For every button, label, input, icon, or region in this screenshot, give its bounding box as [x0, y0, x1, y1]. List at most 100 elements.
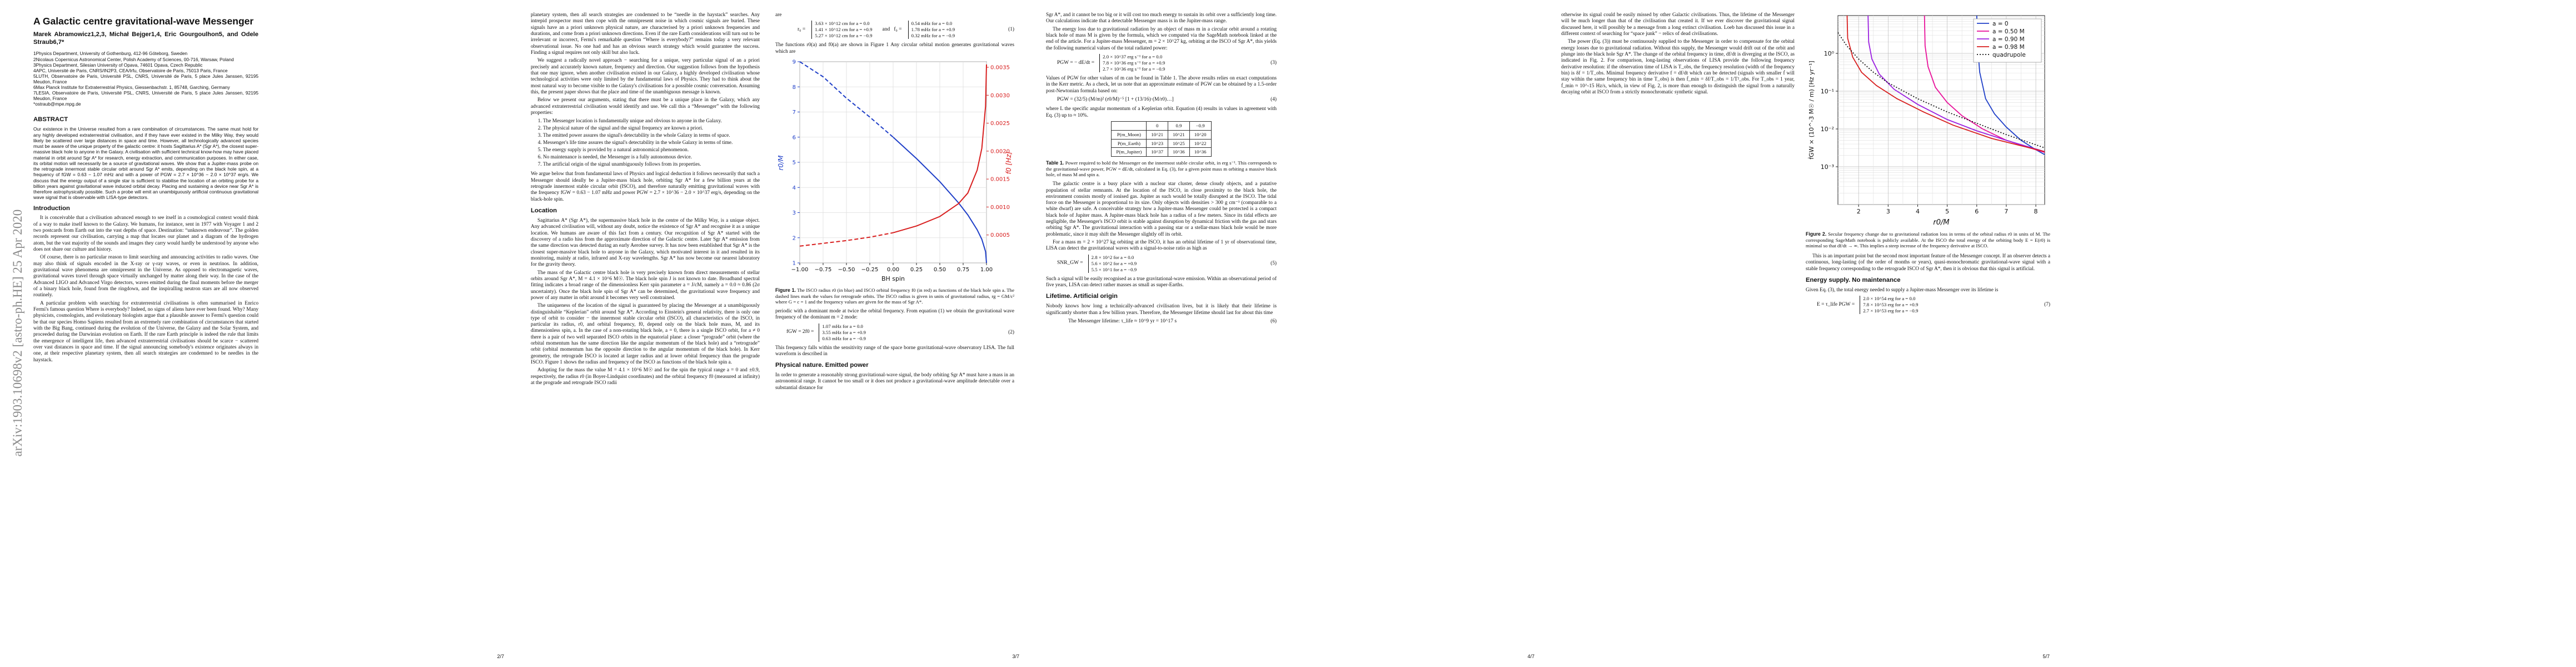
x-tick-label: 5: [1945, 208, 1949, 215]
figure-1-isco-chart: −1.00 −0.75 −0.50 −0.25 0.00 0.25 0.50 0.75 1.00…: [777, 59, 1013, 282]
table-cell: 10^22: [1189, 138, 1212, 148]
y-tick-label: 10⁰: [1824, 50, 1835, 57]
x-axis-label: BH spin: [881, 275, 905, 282]
eq7-cases: 2.0 × 10^54 erg for a = 0.0 7.8 × 10^53 …: [1860, 296, 1918, 315]
caption-text: Power required to hold the Messenger on …: [1046, 160, 1277, 178]
list-item: The artificial origin of the signal unam…: [543, 162, 760, 168]
paragraph: We suggest a radically novel approach − …: [531, 58, 760, 95]
eq-case: 5.6 × 10^2 for a = +0.9: [1091, 260, 1137, 266]
eq-case: 5.27 × 10^12 cm for a = −0.9: [815, 33, 873, 39]
x-tick-label: 1.00: [980, 267, 993, 273]
arxiv-stamp: arXiv:1903.10698v2 [astro-ph.HE] 25 Apr …: [10, 111, 26, 556]
series-line-a-0-98-m: [1846, 15, 2045, 152]
table-1-caption: Table 1. Power required to hold the Mess…: [1046, 160, 1277, 178]
equation-3: PGW = − dE/dt = 2.0 × 10^37 erg s⁻¹ for …: [1046, 53, 1277, 72]
list-item: The energy supply is provided by a natur…: [543, 147, 760, 154]
paper-title: A Galactic centre gravitational-wave Mes…: [33, 16, 254, 27]
left-tick-label: 4: [793, 185, 796, 191]
paragraph: where L the specific angular momentum of…: [1046, 106, 1277, 118]
paragraph: Nobody knows how long a technically-adva…: [1046, 303, 1277, 316]
table-1: 0 0.9 −0.9 P(m_Moon) 10^21 10^21 10^20 P…: [1111, 121, 1212, 157]
paragraph: periodic with a dominant mode at twice t…: [775, 308, 1014, 321]
equation-number: (1): [1008, 27, 1014, 33]
table-header-cell: 0.9: [1168, 121, 1190, 131]
right-tick-label: 0.0020: [990, 148, 1010, 155]
caption-text: Secular frequency change due to gravitat…: [1806, 231, 2050, 249]
right-tick-label: 0.0015: [990, 177, 1010, 183]
page-5-blank: [2061, 0, 2576, 667]
paragraph: It is conceivable that a civilisation ad…: [33, 215, 258, 252]
abstract-text: Our existence in the Universe resulted f…: [33, 126, 258, 201]
x-tick-label: −0.25: [861, 267, 879, 273]
table-cell: 10^36: [1168, 147, 1190, 157]
paragraph: The energy loss due to gravitational rad…: [1046, 26, 1277, 51]
left-tick-label: 2: [793, 235, 796, 241]
paragraph: Of course, there is no particular reason…: [33, 255, 258, 298]
eq-case: 1.07 mHz for a = 0.0: [822, 323, 863, 329]
eq-lhs: E = τ_life PGW =: [1817, 301, 1855, 307]
table-header-row: 0 0.9 −0.9: [1111, 121, 1212, 131]
paragraph: planetary system, then all search strate…: [531, 12, 760, 56]
left-tick-label: 3: [793, 210, 796, 216]
table-cell: P(m_Jupiter): [1111, 147, 1147, 157]
table-cell: P(m_Moon): [1111, 130, 1147, 140]
page-number: 3/7: [1012, 654, 1019, 659]
list-item: The emitted power assures the signal's d…: [543, 133, 760, 140]
affiliation: 3Physics Department, Silesian University…: [33, 62, 203, 68]
right-tick-label: 0.0030: [990, 93, 1010, 99]
paragraph: are: [775, 12, 782, 18]
eq-case: 2.7 × 10^36 erg s⁻¹ for a = −0.9: [1103, 66, 1165, 72]
equation-4: PGW = (32/5) (M/m)² (r0/M)⁻⁵ [1 + (13/16…: [1046, 97, 1277, 103]
equation-number: (7): [2044, 302, 2050, 308]
eq1-f0-cases: 0.54 mHz for a = 0.0 1.78 mHz for a = +0…: [908, 21, 955, 39]
eq-case: 5.5 × 10^1 for a = −0.9: [1091, 266, 1137, 272]
y-tick-label: 10⁻²: [1821, 126, 1834, 133]
equation-6: The Messenger lifetime: τ_life ≈ 10^9 yr…: [1046, 318, 1277, 325]
paragraph: This is an important point but the secon…: [1806, 253, 2050, 272]
affiliations: 1Physics Department, University of Gothe…: [33, 51, 258, 107]
eq-case: 2.0 × 10^37 erg s⁻¹ for a = 0.0: [1103, 53, 1163, 59]
y-tick-label: 10⁻¹: [1821, 88, 1834, 95]
r0-prograde-line: [893, 136, 987, 263]
right-tick-label: 0.0010: [990, 205, 1010, 211]
list-item: Messenger's life time assures the signal…: [543, 140, 760, 147]
physical-nature-heading: Physical nature. Emitted power: [775, 362, 869, 369]
f0-retrograde-line: [799, 232, 894, 247]
eq5-cases: 2.8 × 10^2 for a = 0.0 5.6 × 10^2 for a …: [1088, 254, 1137, 273]
equation-5: SNR_GW = 2.8 × 10^2 for a = 0.0 5.6 × 10…: [1046, 254, 1277, 273]
page-number: 4/7: [1527, 654, 1534, 659]
paragraph: Values of PGW for other values of m can …: [1046, 75, 1277, 94]
table-row: P(m_Jupiter) 10^37 10^36 10^36: [1111, 147, 1212, 157]
page-number: 5/7: [2042, 654, 2050, 659]
table-cell: 10^23: [1146, 138, 1169, 148]
x-tick-label: 6: [1975, 208, 1979, 215]
caption-label: Table 1.: [1046, 160, 1064, 166]
y-tick-label: 10⁻³: [1821, 163, 1834, 171]
paragraph: The mass of the Galactic centre black ho…: [531, 270, 760, 301]
x-tick-label: 0.00: [887, 267, 899, 273]
left-tick-label: 1: [793, 260, 796, 266]
equation-body: The Messenger lifetime: τ_life ≈ 10^9 yr…: [1068, 318, 1177, 324]
left-tick-label: 9: [793, 59, 796, 65]
paragraph: The functions r0(a) and f0(a) are shown …: [775, 42, 1014, 54]
eq-lhs: SNR_GW =: [1057, 260, 1083, 266]
left-axis-label: r0/M: [777, 155, 785, 171]
x-tick-label: 0.50: [934, 267, 946, 273]
eq2-cases: 1.07 mHz for a = 0.0 3.55 mHz for a = +0…: [819, 323, 866, 342]
right-tick-label: 0.0005: [990, 232, 1010, 238]
list-item: The Messenger location is fundamentally …: [543, 118, 760, 125]
figure-2-caption: Figure 2. Secular frequency change due t…: [1806, 231, 2050, 249]
eq-case: 2.8 × 10^2 for a = 0.0: [1091, 254, 1134, 260]
left-tick-label: 8: [793, 84, 796, 91]
intro-heading: Introduction: [33, 205, 70, 212]
arxiv-stamp-text: arXiv:1903.10698v2 [astro-ph.HE] 25 Apr …: [11, 209, 24, 457]
equation-number: (5): [1270, 260, 1277, 266]
paragraph: The power (Eq. (3)) must be continuously…: [1561, 39, 1795, 95]
eq3-cases: 2.0 × 10^37 erg s⁻¹ for a = 0.0 7.8 × 10…: [1099, 53, 1165, 72]
affiliation: 4APC, Université de Paris, CNRS/IN2P3, C…: [33, 67, 228, 73]
equation-number: (2): [1008, 329, 1014, 335]
messenger-properties-list: The Messenger location is fundamentally …: [531, 118, 760, 168]
eq-lhs: PGW = − dE/dt =: [1057, 59, 1095, 66]
eq-case: 1.78 mHz for a = +0.9: [911, 27, 955, 33]
